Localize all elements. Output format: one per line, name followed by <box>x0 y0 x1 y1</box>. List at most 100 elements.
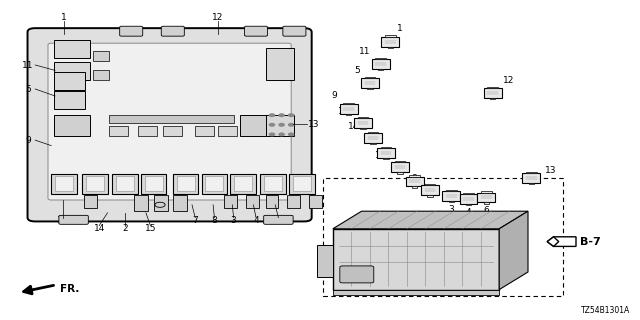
Bar <box>109 126 128 136</box>
Bar <box>323 178 563 296</box>
Bar <box>385 36 396 37</box>
Bar <box>376 58 386 59</box>
Bar <box>391 163 409 172</box>
Bar <box>163 126 182 136</box>
Bar <box>145 176 163 191</box>
Bar <box>218 126 237 136</box>
Text: 10: 10 <box>57 216 68 225</box>
Text: 13: 13 <box>545 166 556 175</box>
Text: 9: 9 <box>26 136 31 145</box>
Bar <box>309 195 322 208</box>
Text: 11: 11 <box>359 47 371 56</box>
Text: 7: 7 <box>193 216 198 225</box>
Bar <box>177 176 195 191</box>
Bar <box>406 177 424 186</box>
Text: 6: 6 <box>484 206 489 215</box>
Bar <box>381 37 399 46</box>
Bar <box>460 194 477 204</box>
Bar <box>109 115 234 123</box>
Bar <box>317 245 333 277</box>
Bar <box>421 186 439 195</box>
Bar <box>425 184 435 186</box>
Bar <box>397 172 403 173</box>
Bar <box>371 143 376 144</box>
Bar <box>234 176 252 191</box>
Polygon shape <box>333 211 528 229</box>
Bar <box>173 174 198 194</box>
Text: 7: 7 <box>397 165 402 174</box>
Bar <box>354 118 372 128</box>
Text: 10: 10 <box>338 107 349 116</box>
Bar <box>383 158 388 159</box>
FancyBboxPatch shape <box>28 28 312 221</box>
Bar <box>368 132 378 133</box>
Bar <box>529 183 534 184</box>
Bar <box>266 115 294 136</box>
Text: 8: 8 <box>412 174 417 183</box>
Text: B-7: B-7 <box>580 236 601 247</box>
Bar <box>54 62 90 80</box>
Bar <box>477 193 495 202</box>
Bar <box>260 174 286 194</box>
Bar <box>488 87 498 88</box>
Bar <box>205 176 223 191</box>
FancyBboxPatch shape <box>264 215 293 224</box>
Text: 12: 12 <box>503 76 515 85</box>
Bar <box>287 195 300 208</box>
FancyBboxPatch shape <box>161 26 184 36</box>
Bar <box>442 191 460 201</box>
Bar <box>264 176 282 191</box>
Bar <box>82 174 108 194</box>
Bar <box>377 148 395 158</box>
Bar <box>134 195 148 211</box>
FancyBboxPatch shape <box>340 266 374 283</box>
Circle shape <box>269 114 275 116</box>
Bar <box>412 186 417 188</box>
Bar <box>358 117 368 118</box>
Text: 3: 3 <box>231 216 236 225</box>
Bar <box>365 77 375 78</box>
Text: 5: 5 <box>26 85 31 94</box>
Circle shape <box>289 124 294 126</box>
Bar <box>449 201 454 202</box>
Bar <box>266 195 278 208</box>
Bar <box>333 290 499 295</box>
Bar <box>116 176 134 191</box>
Bar <box>293 176 311 191</box>
Polygon shape <box>547 237 576 246</box>
Text: 1: 1 <box>61 13 67 22</box>
Bar <box>490 98 495 99</box>
Bar <box>54 40 90 58</box>
Bar <box>378 69 383 70</box>
Text: 9: 9 <box>332 92 337 100</box>
Text: 4: 4 <box>253 216 259 225</box>
Bar <box>466 204 471 205</box>
Text: 15: 15 <box>375 151 387 160</box>
Bar <box>410 175 420 177</box>
Bar <box>481 191 492 193</box>
Text: 6: 6 <box>276 216 281 225</box>
Bar <box>372 59 390 69</box>
Bar <box>388 46 393 48</box>
Circle shape <box>289 114 294 116</box>
Bar <box>367 88 372 89</box>
Bar <box>526 172 536 173</box>
Bar <box>112 174 138 194</box>
FancyBboxPatch shape <box>48 43 291 200</box>
Bar <box>484 88 502 98</box>
Bar <box>195 126 214 136</box>
Bar <box>360 128 365 129</box>
Text: 14: 14 <box>348 122 360 131</box>
FancyBboxPatch shape <box>120 26 143 36</box>
Bar <box>346 114 351 115</box>
Bar <box>84 195 97 208</box>
FancyBboxPatch shape <box>283 26 306 36</box>
Bar <box>93 51 109 61</box>
Text: 15: 15 <box>145 224 156 233</box>
Circle shape <box>289 133 294 136</box>
Text: 4: 4 <box>466 208 471 217</box>
Bar <box>340 104 358 114</box>
Bar <box>55 176 73 191</box>
Text: 2: 2 <box>122 224 127 233</box>
Polygon shape <box>499 211 528 290</box>
